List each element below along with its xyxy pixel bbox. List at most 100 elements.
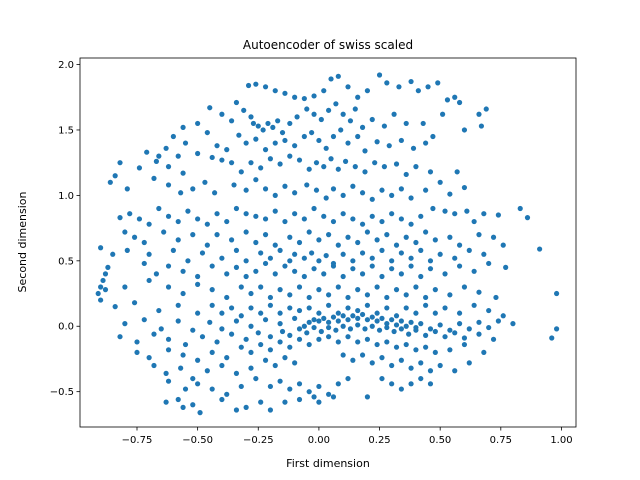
data-point-0-195 bbox=[122, 229, 128, 235]
data-point-0-495 bbox=[262, 357, 269, 363]
data-point-0-462 bbox=[224, 355, 230, 361]
data-point-0-207 bbox=[272, 242, 278, 248]
data-point-0-168 bbox=[253, 213, 259, 219]
data-point-0-263 bbox=[537, 246, 543, 252]
data-point-0-408 bbox=[427, 326, 434, 332]
data-point-0-131 bbox=[212, 190, 218, 196]
data-point-0-367 bbox=[456, 310, 463, 316]
data-point-0-156 bbox=[136, 216, 143, 222]
data-point-0-353 bbox=[316, 310, 322, 316]
data-point-0-87 bbox=[163, 145, 169, 151]
data-point-0-70 bbox=[330, 133, 337, 140]
data-point-0-102 bbox=[258, 165, 264, 171]
data-point-0-179 bbox=[359, 221, 366, 227]
data-point-0-411 bbox=[456, 321, 463, 327]
data-point-0-478 bbox=[384, 339, 390, 345]
data-point-0-528 bbox=[379, 375, 385, 382]
data-point-0-259 bbox=[437, 251, 443, 257]
data-point-0-534 bbox=[163, 399, 169, 405]
data-point-0-93 bbox=[153, 158, 159, 164]
data-point-0-245 bbox=[309, 250, 315, 256]
x-tick-label: 0.50 bbox=[429, 435, 451, 446]
data-point-0-234 bbox=[185, 258, 191, 264]
data-point-0-211 bbox=[316, 237, 322, 243]
data-point-0-58 bbox=[228, 118, 235, 124]
data-point-0-265 bbox=[102, 271, 109, 277]
data-point-0-521 bbox=[287, 386, 293, 392]
data-point-0-320 bbox=[326, 292, 332, 298]
data-point-0-403 bbox=[398, 318, 404, 324]
data-point-0-394 bbox=[355, 315, 361, 321]
data-point-0-69 bbox=[323, 145, 329, 151]
data-point-0-470 bbox=[306, 341, 312, 348]
data-point-0-422 bbox=[182, 341, 189, 348]
data-point-0-344 bbox=[228, 305, 235, 311]
data-point-0-162 bbox=[195, 216, 201, 222]
data-point-0-347 bbox=[258, 310, 264, 316]
data-points bbox=[95, 72, 560, 416]
data-point-0-238 bbox=[243, 258, 249, 264]
data-point-0-358 bbox=[364, 302, 371, 308]
data-point-0-119 bbox=[413, 164, 419, 170]
data-point-0-136 bbox=[272, 192, 278, 198]
data-point-0-426 bbox=[243, 336, 249, 342]
data-point-0-160 bbox=[175, 218, 181, 225]
data-point-0-161 bbox=[185, 208, 191, 214]
data-point-0-508 bbox=[427, 368, 434, 374]
data-point-0-452 bbox=[461, 335, 468, 341]
data-point-0-192 bbox=[495, 212, 501, 218]
data-point-0-92 bbox=[136, 165, 143, 171]
data-point-0-396 bbox=[364, 317, 371, 323]
data-point-0-376 bbox=[207, 319, 213, 325]
data-point-0-223 bbox=[432, 237, 438, 243]
data-point-0-404 bbox=[403, 323, 409, 329]
data-point-0-210 bbox=[306, 229, 312, 235]
data-point-0-471 bbox=[316, 336, 322, 342]
data-point-0-90 bbox=[117, 160, 123, 166]
data-point-0-476 bbox=[364, 336, 371, 342]
data-point-0-231 bbox=[124, 247, 130, 253]
data-point-0-130 bbox=[202, 179, 208, 185]
data-point-0-355 bbox=[335, 310, 341, 316]
data-point-0-393 bbox=[350, 313, 356, 319]
data-point-0-107 bbox=[306, 166, 312, 172]
data-point-0-227 bbox=[490, 234, 497, 240]
data-point-0-186 bbox=[430, 205, 436, 212]
data-point-0-25 bbox=[483, 106, 489, 112]
data-point-0-81 bbox=[170, 133, 176, 140]
data-point-0-279 bbox=[243, 273, 249, 280]
data-point-0-274 bbox=[180, 268, 186, 274]
data-point-0-269 bbox=[98, 297, 104, 303]
data-point-0-43 bbox=[340, 111, 346, 117]
data-point-0-407 bbox=[418, 321, 424, 327]
data-point-0-525 bbox=[326, 391, 332, 397]
data-point-0-268 bbox=[95, 290, 101, 297]
data-point-0-165 bbox=[224, 218, 230, 225]
data-point-0-200 bbox=[190, 232, 196, 238]
x-tick-label: −0.75 bbox=[122, 435, 153, 446]
data-point-0-98 bbox=[219, 157, 225, 163]
data-point-0-383 bbox=[301, 323, 307, 329]
data-point-0-138 bbox=[292, 190, 298, 196]
data-point-0-172 bbox=[292, 211, 298, 217]
data-point-0-73 bbox=[355, 133, 361, 140]
data-point-0-442 bbox=[376, 327, 383, 333]
data-point-0-19 bbox=[425, 84, 431, 90]
data-point-0-34 bbox=[275, 118, 281, 124]
data-point-0-364 bbox=[423, 302, 429, 308]
data-point-0-536 bbox=[180, 404, 186, 410]
data-point-0-472 bbox=[326, 334, 332, 340]
data-point-0-386 bbox=[316, 318, 322, 324]
data-point-0-246 bbox=[316, 258, 322, 264]
y-axis-label: Second dimension bbox=[16, 191, 29, 292]
data-point-0-340 bbox=[175, 302, 181, 308]
data-point-0-417 bbox=[554, 326, 560, 332]
data-point-0-197 bbox=[141, 239, 147, 246]
data-point-0-524 bbox=[316, 383, 322, 390]
data-point-0-243 bbox=[292, 251, 298, 257]
data-point-0-283 bbox=[282, 263, 288, 269]
data-point-0-267 bbox=[98, 284, 104, 290]
data-point-0-63 bbox=[272, 140, 278, 146]
data-point-0-82 bbox=[182, 140, 189, 146]
data-point-0-185 bbox=[418, 213, 424, 219]
